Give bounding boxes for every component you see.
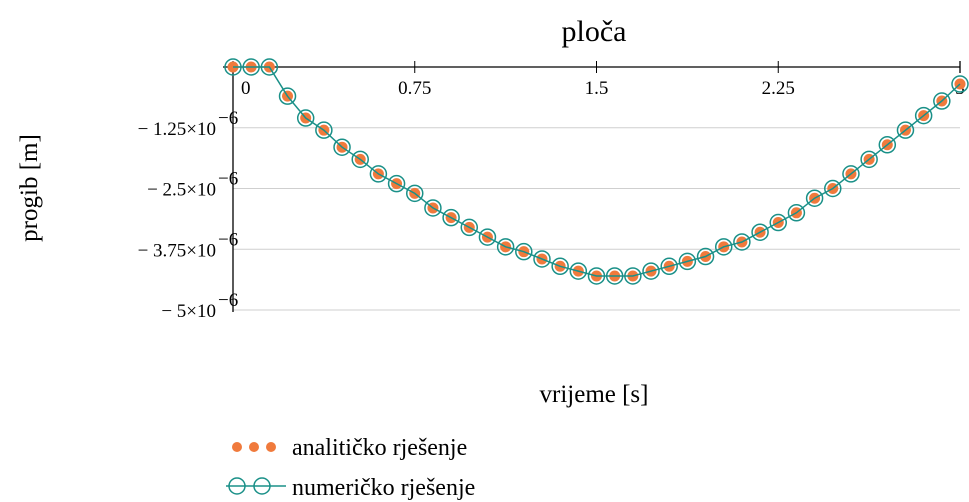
data-point-numeric xyxy=(369,165,388,183)
legend-marker-numeric xyxy=(253,477,271,495)
y-tick-exponent: −6 xyxy=(218,108,238,129)
legend-marker-numeric xyxy=(228,477,246,495)
data-point-numeric xyxy=(224,58,242,76)
x-axis-label: vrijeme [s] xyxy=(540,381,649,408)
data-point-numeric xyxy=(878,136,897,154)
data-point-numeric xyxy=(587,267,606,285)
data-point-numeric xyxy=(278,87,297,105)
data-point-numeric xyxy=(824,179,842,198)
data-point-numeric xyxy=(424,199,442,217)
data-point-numeric xyxy=(515,242,533,261)
x-tick-label: 0.75 xyxy=(398,78,431,99)
data-point-numeric xyxy=(551,257,569,276)
y-tick-label: − 3.75×10 xyxy=(138,240,216,261)
data-point-numeric xyxy=(333,138,351,156)
data-point-numeric xyxy=(896,121,915,139)
legend-label-analitic: analitičko rješenje xyxy=(292,435,467,461)
data-point-numeric xyxy=(460,218,479,237)
data-point-numeric xyxy=(315,121,333,139)
data-point-numeric xyxy=(605,267,624,285)
data-point-numeric xyxy=(569,262,588,280)
data-point-numeric xyxy=(933,92,951,110)
data-point-numeric xyxy=(660,257,678,276)
data-point-numeric xyxy=(533,250,551,268)
y-tick-label: − 1.25×10 xyxy=(138,119,216,140)
data-point-numeric xyxy=(296,109,315,127)
data-point-numeric xyxy=(951,75,969,93)
data-point-numeric xyxy=(242,58,260,76)
y-tick-exponent: −6 xyxy=(218,229,238,250)
y-axis-label: progib [m] xyxy=(16,134,43,242)
y-tick-label: − 5×10 xyxy=(161,301,216,322)
data-point-numeric xyxy=(387,174,406,193)
grid-lines xyxy=(233,127,960,311)
legend-item-numeric: numeričko rješenje xyxy=(226,475,475,501)
y-tick-exponent: −6 xyxy=(218,169,238,190)
data-point-numeric xyxy=(642,262,660,280)
data-point-numeric xyxy=(696,247,715,266)
data-point-numeric xyxy=(714,238,733,256)
data-point-numeric xyxy=(624,267,642,285)
legend-item-analitic: analitičko rješenje xyxy=(232,435,467,461)
data-point-numeric xyxy=(751,223,769,241)
data-point-numeric xyxy=(478,228,497,246)
y-tick-exponent: −6 xyxy=(218,290,238,311)
legend-marker-analitic xyxy=(266,442,276,452)
data-point-numeric xyxy=(842,165,860,183)
data-point-numeric xyxy=(442,208,460,227)
x-tick-label: 2.25 xyxy=(762,78,795,99)
data-point-numeric xyxy=(351,150,369,169)
chart-title: ploča xyxy=(562,15,627,48)
tick-labels: − 1.25×10−6− 2.5×10−6− 3.75×10−6− 5×10−6… xyxy=(138,78,965,322)
x-tick-label: 1.5 xyxy=(585,78,609,99)
legend-label-numeric: numeričko rješenje xyxy=(292,475,475,501)
x-tick-label: 0 xyxy=(241,78,251,99)
data-point-numeric xyxy=(406,184,424,203)
data-point-numeric xyxy=(678,252,697,271)
data-point-numeric xyxy=(914,106,933,125)
y-tick-label: − 2.5×10 xyxy=(147,180,216,201)
data-point-numeric xyxy=(733,233,751,251)
series-layer xyxy=(224,58,969,285)
data-point-numeric xyxy=(805,189,824,207)
data-point-numeric xyxy=(496,238,515,256)
axes xyxy=(223,61,961,312)
data-point-numeric xyxy=(860,150,878,169)
legend-marker-analitic xyxy=(232,442,242,452)
data-point-numeric xyxy=(787,204,806,222)
data-point-numeric xyxy=(260,58,279,76)
legend-marker-analitic xyxy=(249,442,259,452)
legend: analitičko rješenje numeričko rješenje xyxy=(226,435,475,501)
data-point-numeric xyxy=(769,213,787,232)
